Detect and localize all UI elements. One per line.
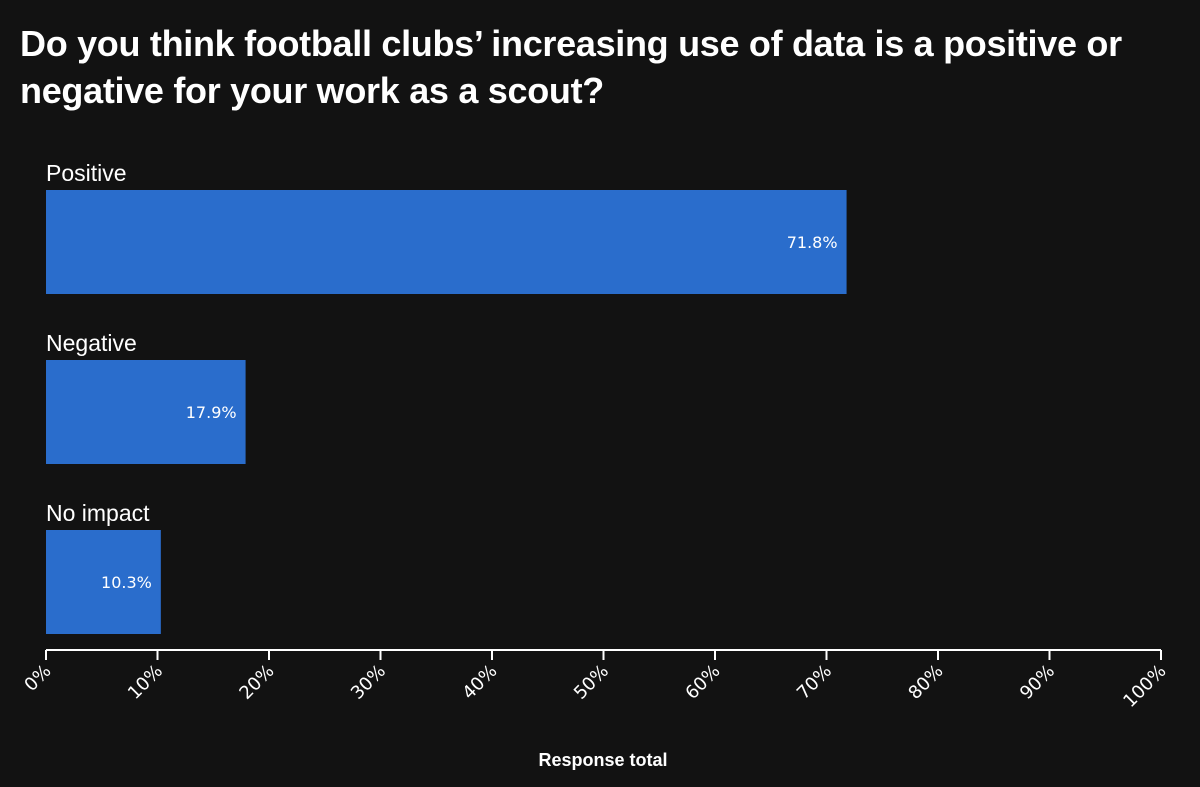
bar-positive	[46, 190, 847, 294]
data-label: 17.9%	[186, 403, 237, 422]
x-tick-label: 40%	[458, 661, 501, 704]
category-label: Negative	[46, 330, 137, 356]
bar-negative	[46, 360, 246, 464]
x-tick-label: 90%	[1016, 661, 1059, 704]
category-label: Positive	[46, 160, 127, 186]
x-tick-label: 20%	[235, 661, 278, 704]
chart-title: Do you think football clubs’ increasing …	[20, 23, 1122, 111]
x-tick-label: 0%	[20, 661, 55, 696]
x-tick-label: 10%	[124, 661, 167, 704]
data-label: 71.8%	[787, 233, 838, 252]
x-tick-label: 30%	[347, 661, 390, 704]
bars-layer: Positive 71.8% Negative 17.9% No impact 10.3%	[46, 160, 847, 634]
data-label: 10.3%	[101, 573, 152, 592]
x-tick-label: 60%	[681, 661, 724, 704]
x-axis: 0% 10% 20% 30% 40% 50% 60% 70% 80% 90% 100%	[20, 649, 1171, 712]
x-axis-title: Response total	[538, 750, 668, 770]
bar-no-impact	[46, 530, 161, 634]
x-tick-label: 50%	[570, 661, 613, 704]
x-tick-label: 80%	[904, 661, 947, 704]
x-tick-label: 70%	[793, 661, 836, 704]
category-label: No impact	[46, 500, 150, 526]
x-tick-label: 100%	[1119, 661, 1170, 712]
